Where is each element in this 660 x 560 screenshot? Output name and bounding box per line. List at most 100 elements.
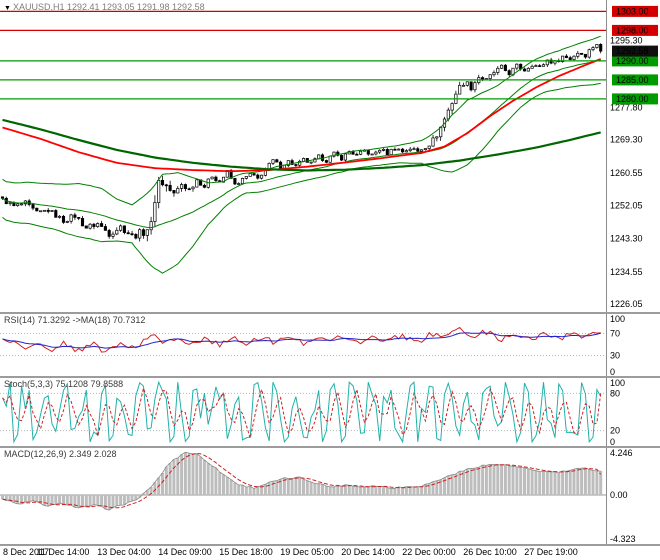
price-tag-box [612, 93, 658, 105]
candle-body [80, 218, 85, 227]
price-tag: 1298.00 [612, 24, 658, 36]
price-tick-label: 1260.55 [610, 168, 643, 178]
candle-body [317, 154, 321, 160]
candle-body [58, 215, 62, 218]
macd-title: MACD(12,26,9) 2.349 2.028 [4, 449, 117, 459]
candle-body [187, 188, 191, 191]
panel-separator [0, 544, 660, 546]
rsi-scale-label: 100 [610, 314, 625, 324]
time-axis-label: 14 Dec 09:00 [158, 547, 212, 557]
candle-body [313, 158, 317, 163]
candle-body [88, 223, 92, 229]
candle-body [461, 84, 466, 87]
candle-body [374, 151, 378, 155]
time-axis-label: 19 Dec 05:00 [280, 547, 334, 557]
candle-body [458, 84, 462, 95]
candle-body [496, 67, 500, 73]
candle-body [149, 221, 153, 231]
candle-body [61, 215, 66, 223]
time-axis-label: 26 Dec 10:00 [463, 547, 517, 557]
candle-body [488, 74, 492, 79]
candle-body [111, 233, 115, 237]
candle-body [172, 190, 176, 194]
candle-body [534, 65, 538, 67]
price-tag-label: 1298.00 [616, 25, 649, 35]
candle-body [332, 151, 336, 157]
candle-body [507, 70, 511, 76]
price-panel: 1295.30 1277.80 1269.30 1260.55 1252.05 1243.… [0, 0, 660, 312]
candle-body [431, 137, 435, 147]
candle-body [366, 149, 370, 155]
candle-body [107, 230, 111, 237]
candle-body [46, 209, 50, 212]
price-tick-label: 1226.05 [610, 299, 643, 309]
time-axis-label: 27 Dec 19:00 [524, 547, 578, 557]
candle-body [54, 210, 58, 218]
candle-body [275, 159, 279, 163]
candle-body [130, 233, 134, 236]
candle-body [328, 155, 332, 163]
candle-body [119, 225, 123, 231]
time-axis-label: 11 Dec 14:00 [36, 547, 90, 557]
stoch-title: Stoch(5,3,3) 75.1208 79.8588 [4, 379, 124, 389]
candle-body [65, 221, 69, 223]
candle-body [541, 64, 546, 67]
candle-body [35, 207, 39, 212]
panel-separator [0, 376, 660, 378]
candle-body [145, 229, 149, 236]
candle-body [191, 186, 195, 190]
rsi-scale-label: 70 [610, 329, 620, 339]
ma-fast-red-line [2, 58, 602, 173]
panel-separator [0, 312, 660, 314]
candle-body [324, 160, 328, 163]
bollinger-middle-line [2, 59, 601, 229]
price-tick-label: 1243.30 [610, 234, 643, 244]
candle-body [355, 153, 359, 156]
candle-body [92, 223, 96, 227]
candle-body [103, 226, 107, 231]
candle-body [260, 174, 264, 179]
candle-body [359, 150, 363, 155]
candle-body [492, 72, 496, 76]
candle-body [561, 55, 565, 63]
candle-body [244, 176, 248, 179]
candle-body [134, 234, 138, 239]
candle-body [294, 164, 298, 166]
price-tag: 1280.00 [612, 93, 658, 105]
candle-body [69, 214, 73, 222]
candle-body [115, 229, 119, 235]
candle-body [31, 204, 35, 209]
candle-body [286, 160, 290, 166]
candle-body [271, 159, 275, 164]
price-tag-box [612, 24, 658, 36]
candle-body [237, 183, 241, 185]
candle-body [180, 184, 184, 189]
candle-body [138, 229, 142, 239]
candle-body [73, 214, 77, 218]
candle-body [176, 188, 180, 194]
candle-body [248, 173, 252, 177]
candle-body [168, 184, 172, 191]
candle-body [153, 202, 157, 222]
macd-signal-line [2, 452, 602, 509]
price-tag: 1285.00 [612, 74, 658, 86]
time-axis: 8 Dec 2017 11 Dec 14:00 13 Dec 04:00 14 Dec… [0, 546, 660, 560]
candle-body [583, 53, 587, 58]
candle-body [309, 161, 313, 164]
candle-body [473, 82, 477, 91]
candle-body [401, 148, 405, 153]
candle-body [576, 52, 580, 57]
price-panel-canvas[interactable]: 1295.30 1277.80 1269.30 1260.55 1252.05 1243.… [0, 0, 660, 312]
candle-body [298, 160, 302, 166]
candle-body [530, 65, 534, 69]
price-tag-box [612, 55, 658, 67]
candle-body [404, 150, 408, 153]
bollinger-lower-line [2, 82, 601, 274]
candle-body [96, 223, 100, 227]
macd-panel-canvas[interactable]: 4.246 0.00 -4.323 [0, 448, 660, 544]
candle-body [595, 44, 599, 48]
symbol-dropdown-arrow-icon[interactable]: ▼ [4, 5, 11, 12]
price-tag-label: 1280.00 [616, 94, 649, 104]
rsi-panel-canvas[interactable]: 100 70 30 0 [0, 314, 660, 376]
